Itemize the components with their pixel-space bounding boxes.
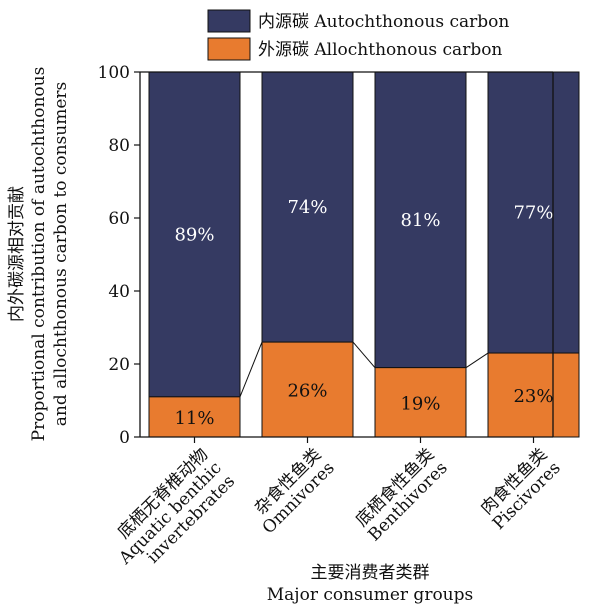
data-label-allochthonous: 26% [287,381,327,402]
y-tick-label: 60 [108,209,130,229]
legend: 内源碳 Autochthonous carbon 外源碳 Allochthonou… [207,9,509,61]
bar-allochthonous [148,396,241,438]
connector-line [352,341,376,368]
bar-allochthonous [374,367,467,438]
y-tick-label: 100 [98,63,130,83]
connector-line [239,341,263,398]
legend-swatch [207,9,251,33]
bar-allochthonous [261,341,354,438]
legend-label: 外源碳 Allochthonous carbon [258,40,502,60]
x-axis-label-en: Major consumer groups [267,585,473,605]
y-tick-label: 80 [108,136,130,156]
bars: 89% 11% 74% 26% 81% 19% 77% 23% [148,71,580,438]
legend-label: 内源碳 Autochthonous carbon [258,12,509,32]
bar-autochthonous [148,71,241,398]
y-axis-label-group: 内外碳源相对贡献 Proportional contribution of aut… [7,67,71,442]
x-axis-label-cn: 主要消费者类群 [311,563,430,583]
data-label-autochthonous: 74% [287,197,327,218]
y-axis-label-en: Proportional contribution of autochthono… [29,67,49,442]
axes: 0 20 40 60 80 100 [98,63,554,448]
data-label-allochthonous: 23% [513,386,553,407]
y-tick-label: 0 [119,428,130,448]
y-tick-label: 20 [108,355,130,375]
y-axis-label-en: and allochthonous carbon to consumers [51,82,71,427]
data-label-autochthonous: 77% [513,203,553,224]
bar-allochthonous [487,352,580,438]
data-label-autochthonous: 81% [400,210,440,231]
y-axis-label-cn: 内外碳源相对贡献 [7,186,27,322]
connector-lines [239,341,489,398]
connector-line [465,352,489,369]
data-label-allochthonous: 19% [400,393,440,414]
data-label-autochthonous: 89% [174,224,214,245]
bar-autochthonous [374,71,467,369]
legend-swatch [207,37,251,61]
y-tick-label: 40 [108,282,130,302]
data-label-allochthonous: 11% [174,408,214,429]
